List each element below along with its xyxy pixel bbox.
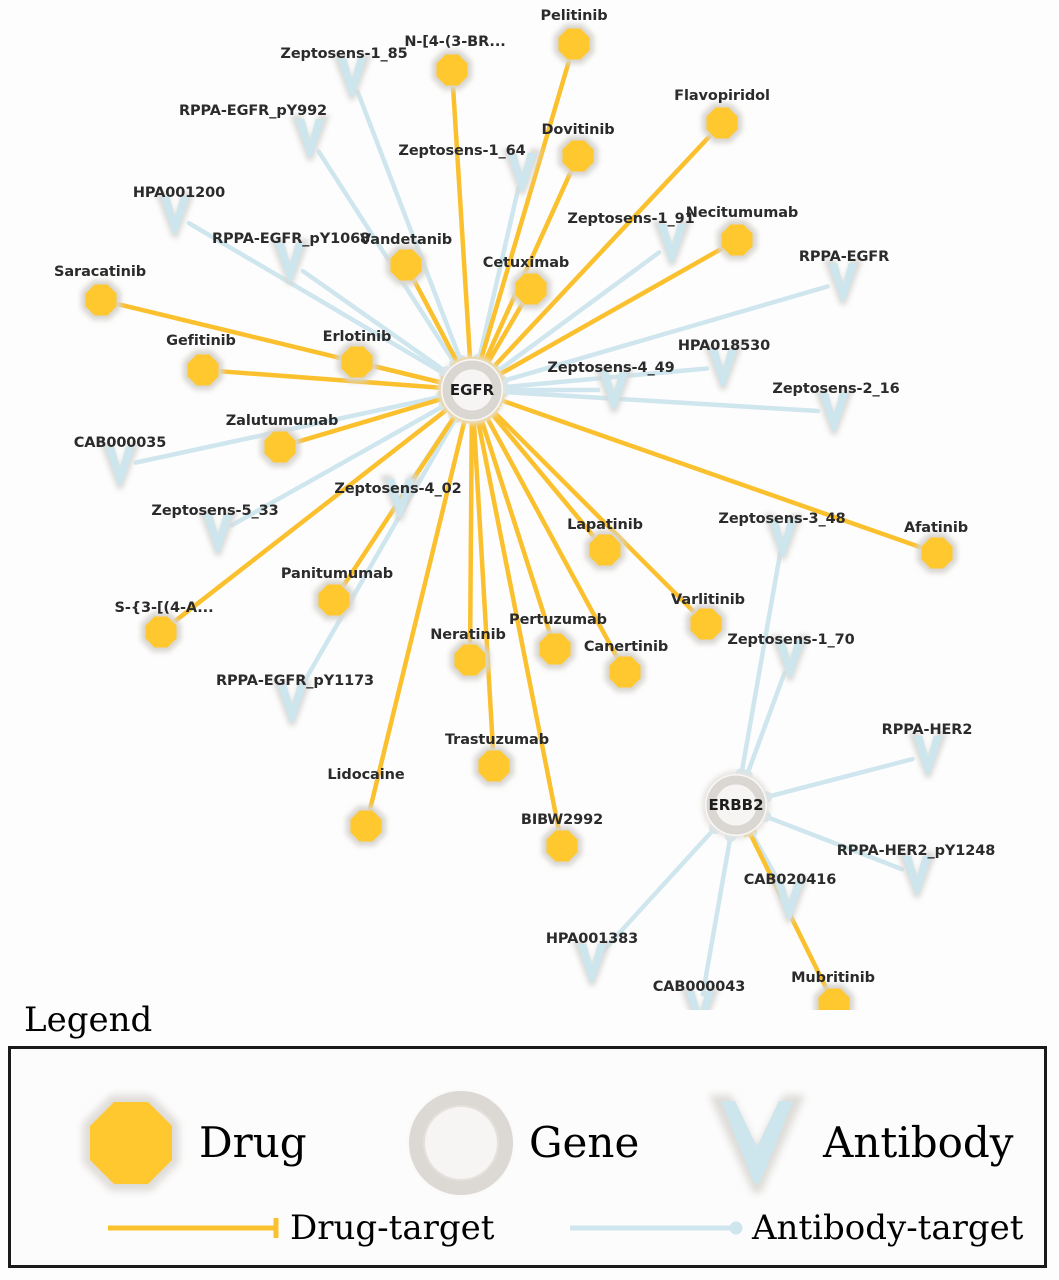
antibody-node[interactable] [703, 344, 743, 390]
drug-node[interactable] [314, 580, 354, 620]
legend-gene-label: Gene [529, 1118, 640, 1167]
drug-node[interactable] [346, 806, 386, 846]
antibody-node[interactable] [680, 987, 720, 1010]
drug-node[interactable] [450, 640, 490, 680]
gene-node[interactable] [702, 771, 770, 839]
legend: Legend Drug Gene [0, 1000, 1059, 1280]
drug-node[interactable] [474, 746, 514, 786]
drug-node[interactable] [917, 533, 957, 573]
dot-line-icon [570, 1221, 743, 1235]
antibody-node[interactable] [814, 389, 854, 435]
chevron-down-icon [709, 1095, 805, 1193]
drug-node[interactable] [337, 342, 377, 382]
antibody-node[interactable] [770, 635, 810, 681]
antibody-node[interactable] [572, 940, 612, 986]
legend-title: Legend [24, 1000, 153, 1040]
drug-node[interactable] [535, 629, 575, 669]
legend-antibody: Antibody [701, 1085, 1013, 1201]
legend-antibody-target: Antibody-target [568, 1211, 1023, 1245]
antibody-node[interactable] [155, 192, 195, 238]
network-edge [600, 821, 722, 954]
network-edge [758, 810, 905, 872]
antibody-node[interactable] [769, 877, 809, 923]
edges-layer [114, 57, 925, 997]
antibody-node[interactable] [908, 732, 948, 778]
network-edge [740, 670, 787, 782]
drug-node[interactable] [605, 652, 645, 692]
ring-icon [409, 1091, 513, 1195]
drug-node[interactable] [141, 612, 181, 652]
network-edge [759, 756, 915, 804]
gene-label: ERBB2 [708, 796, 764, 814]
network-edge [700, 829, 737, 997]
drug-node[interactable] [814, 984, 854, 1010]
gene-node[interactable] [438, 356, 506, 424]
legend-antibody-label: Antibody [823, 1118, 1014, 1167]
antibody-node[interactable] [100, 443, 140, 489]
drug-node[interactable] [585, 530, 625, 570]
drug-node[interactable] [260, 427, 300, 467]
antibody-node[interactable] [652, 220, 692, 266]
legend-drug-target-label: Drug-target [290, 1208, 495, 1248]
network-edge [450, 83, 477, 362]
drug-node[interactable] [554, 24, 594, 64]
antibody-node[interactable] [272, 680, 312, 726]
network-edge [355, 89, 467, 368]
nodes-layer[interactable] [81, 24, 957, 1010]
legend-box: Drug Gene Antibody [8, 1046, 1047, 1268]
drug-node[interactable] [386, 245, 426, 285]
tbar-line-icon [108, 1218, 279, 1238]
network-edge [497, 393, 925, 550]
drug-node[interactable] [511, 269, 551, 309]
legend-drug-label: Drug [199, 1118, 307, 1167]
drug-node[interactable] [686, 604, 726, 644]
network-canvas[interactable] [0, 0, 1059, 1010]
drug-node[interactable] [542, 826, 582, 866]
antibody-node[interactable] [594, 367, 634, 413]
antibody-node[interactable] [332, 54, 372, 100]
antibody-node[interactable] [270, 239, 310, 285]
antibody-node[interactable] [763, 514, 803, 560]
drug-node[interactable] [183, 350, 223, 390]
legend-drug-target: Drug-target [106, 1211, 494, 1245]
antibody-node[interactable] [897, 852, 937, 898]
gene-label: EGFR [449, 381, 495, 399]
network-edge [487, 405, 697, 615]
antibody-node[interactable] [502, 149, 542, 195]
drug-node[interactable] [702, 103, 742, 143]
drug-node[interactable] [558, 136, 598, 176]
network-edge [297, 410, 463, 692]
antibody-node[interactable] [198, 510, 238, 556]
legend-drug: Drug [73, 1085, 307, 1201]
antibody-node[interactable] [380, 475, 420, 521]
drug-node[interactable] [717, 220, 757, 260]
octagon-icon [83, 1095, 179, 1191]
legend-gene: Gene [403, 1085, 639, 1201]
legend-antibody-target-label: Antibody-target [752, 1208, 1024, 1248]
antibody-node[interactable] [290, 115, 330, 161]
drug-node[interactable] [81, 280, 121, 320]
drug-node[interactable] [432, 50, 472, 90]
antibody-node[interactable] [823, 259, 863, 305]
